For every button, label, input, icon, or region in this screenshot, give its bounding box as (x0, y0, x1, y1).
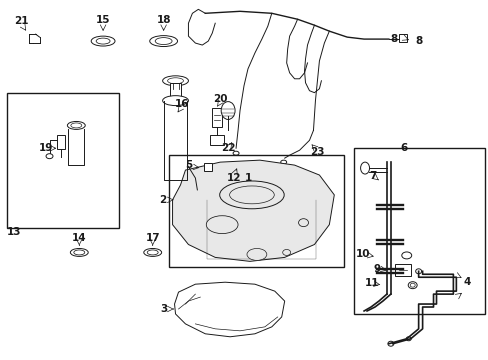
Ellipse shape (163, 76, 188, 86)
Ellipse shape (206, 216, 238, 234)
Ellipse shape (298, 219, 308, 227)
Ellipse shape (246, 248, 266, 260)
Bar (169, 83, 181, 100)
Ellipse shape (221, 102, 235, 120)
Text: 18: 18 (156, 15, 170, 25)
Text: 16: 16 (175, 99, 189, 109)
Polygon shape (172, 160, 334, 261)
Text: 20: 20 (212, 94, 227, 104)
Text: 11: 11 (364, 278, 379, 288)
Bar (353, 148, 484, 314)
Text: 21: 21 (15, 16, 29, 26)
Ellipse shape (233, 151, 239, 155)
Text: 12: 12 (226, 173, 241, 183)
Text: 8: 8 (389, 34, 397, 44)
Text: 7: 7 (368, 171, 376, 181)
Bar (212, 108, 222, 127)
Text: 22: 22 (221, 143, 235, 153)
Ellipse shape (46, 154, 53, 159)
Text: 19: 19 (38, 143, 53, 153)
Text: 9: 9 (373, 264, 380, 274)
Text: 1: 1 (244, 173, 251, 183)
Ellipse shape (195, 190, 203, 196)
Ellipse shape (406, 337, 410, 341)
Ellipse shape (401, 252, 411, 259)
Bar (57, 135, 65, 149)
Text: 6: 6 (399, 143, 407, 153)
Text: 14: 14 (72, 233, 86, 243)
Ellipse shape (149, 36, 177, 46)
Text: 13: 13 (6, 226, 21, 237)
Ellipse shape (407, 282, 416, 289)
Ellipse shape (280, 160, 286, 164)
Bar (168, 155, 344, 267)
Text: 8: 8 (414, 36, 422, 46)
Bar (178, 196, 190, 204)
Text: 10: 10 (355, 249, 369, 260)
Ellipse shape (360, 162, 369, 174)
Text: 2: 2 (159, 195, 166, 205)
Text: 3: 3 (160, 304, 167, 314)
Ellipse shape (91, 36, 115, 46)
Bar (210, 135, 224, 145)
Text: 23: 23 (309, 147, 324, 157)
Ellipse shape (387, 341, 393, 346)
Bar (204, 163, 212, 171)
Ellipse shape (67, 121, 85, 129)
Ellipse shape (163, 96, 188, 105)
Bar (398, 34, 406, 42)
Ellipse shape (219, 181, 284, 209)
Ellipse shape (70, 248, 88, 256)
Text: 4: 4 (463, 277, 470, 287)
Text: 15: 15 (96, 15, 110, 25)
Text: 5: 5 (184, 160, 192, 170)
Ellipse shape (143, 248, 162, 256)
Bar (7, 93, 119, 228)
Text: 17: 17 (145, 233, 160, 243)
Bar (394, 264, 410, 276)
Ellipse shape (415, 269, 421, 274)
